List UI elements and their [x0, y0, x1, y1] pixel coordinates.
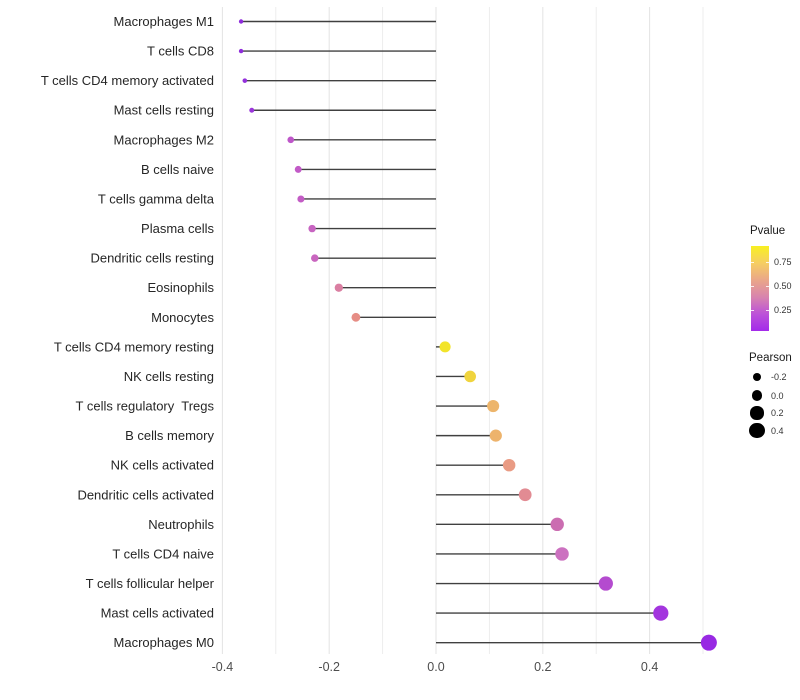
y-axis-label: Macrophages M2 [114, 132, 214, 147]
pearson-size-legend-label: 0.2 [771, 408, 784, 418]
y-axis-label: Macrophages M0 [114, 635, 214, 650]
lollipop-dot [598, 576, 613, 591]
lollipop-dot [287, 136, 295, 144]
y-axis-label: Mast cells activated [101, 606, 214, 621]
lollipop-dot [464, 370, 476, 383]
y-axis-label: T cells CD8 [147, 44, 214, 59]
y-axis-label: NK cells resting [124, 369, 214, 384]
pvalue-colorbar-gradient [751, 246, 769, 331]
lollipop-dot [242, 78, 248, 83]
pearson-legend-title: Pearson [749, 352, 792, 364]
y-axis-label: Monocytes [151, 310, 214, 325]
x-axis-tick-label: 0.4 [641, 660, 658, 674]
pvalue-colorbar-tick-label: 0.75 [774, 257, 792, 267]
lollipop-dot [653, 605, 669, 621]
x-axis-tick-label: 0.2 [534, 660, 551, 674]
pvalue-colorbar-notch [751, 262, 754, 263]
pearson-size-legend-dot [753, 373, 761, 381]
y-axis-label: Plasma cells [141, 221, 214, 236]
y-axis-label: Macrophages M1 [114, 14, 214, 29]
x-axis-tick-label: -0.4 [212, 660, 234, 674]
lollipop-dot [550, 517, 564, 532]
lollipop-dot [249, 107, 255, 113]
pearson-size-legend-label: -0.2 [771, 372, 787, 382]
y-axis-label: T cells regulatory Tregs [76, 399, 215, 414]
y-axis-label: B cells naive [141, 162, 214, 177]
lollipop-dot [297, 195, 305, 203]
lollipop-dot [489, 429, 502, 442]
pvalue-colorbar-notch [766, 286, 769, 287]
y-axis-label: Neutrophils [148, 517, 214, 532]
pearson-size-legend-label: 0.0 [771, 390, 784, 401]
y-axis-label: T cells follicular helper [86, 576, 215, 591]
pvalue-colorbar-tick-label: 0.25 [774, 305, 792, 315]
lollipop-dot [518, 488, 532, 502]
lollipop-dot [311, 254, 319, 262]
y-axis-label: Eosinophils [148, 280, 215, 295]
lollipop-dot [700, 634, 717, 651]
y-axis-label: T cells CD4 memory resting [54, 339, 214, 354]
pvalue-colorbar-notch [766, 310, 769, 311]
lollipop-dot [555, 547, 569, 561]
y-axis-label: T cells CD4 naive [112, 546, 214, 561]
y-axis-label: T cells gamma delta [98, 191, 215, 206]
pearson-size-legend-label: 0.4 [771, 425, 784, 436]
pvalue-legend-title: Pvalue [750, 225, 786, 237]
lollipop-dot [238, 19, 244, 24]
pvalue-colorbar-tick-label: 0.50 [774, 281, 792, 291]
y-axis-label: T cells CD4 memory activated [41, 73, 214, 88]
pearson-size-legend-dot [749, 422, 765, 438]
y-axis-label: B cells memory [125, 428, 214, 443]
lollipop-dot [308, 224, 316, 233]
y-axis-label: NK cells activated [111, 458, 214, 473]
lollipop-dot [334, 283, 343, 292]
lollipop-dot [351, 312, 361, 322]
y-axis-label: Dendritic cells resting [90, 251, 214, 266]
lollipop-dot [487, 399, 500, 413]
x-axis-tick-label: 0.0 [427, 660, 444, 674]
lollipop-dot [502, 458, 516, 472]
y-axis-label: Dendritic cells activated [77, 487, 214, 502]
pearson-size-legend-dot [750, 406, 764, 420]
pvalue-colorbar-notch [766, 262, 769, 263]
lollipop-dot [439, 341, 451, 353]
lollipop-dot [294, 165, 302, 173]
x-axis-tick-label: -0.2 [318, 660, 340, 674]
pvalue-colorbar-notch [751, 310, 754, 311]
lollipop-dot [238, 48, 244, 54]
y-axis-label: Mast cells resting [114, 103, 214, 118]
pearson-size-legend-dot [751, 390, 763, 401]
pvalue-colorbar-notch [751, 286, 754, 287]
